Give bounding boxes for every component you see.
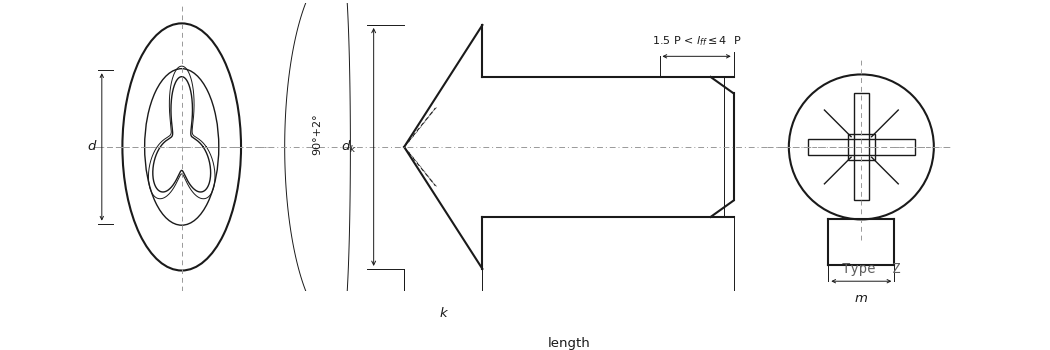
Text: m: m (855, 292, 867, 305)
Text: length: length (547, 337, 590, 350)
Text: Type  Z: Type Z (842, 262, 901, 276)
Text: k: k (440, 307, 447, 320)
Text: d$_k$: d$_k$ (341, 139, 357, 155)
Text: 1.5 P < $l_{ff}$$\leq$4  P: 1.5 P < $l_{ff}$$\leq$4 P (652, 34, 741, 48)
Bar (807, 139, 915, 155)
Bar (848, 134, 875, 160)
Bar (854, 93, 869, 201)
Text: d: d (87, 140, 96, 153)
Text: 90°+2°: 90°+2° (313, 114, 322, 155)
